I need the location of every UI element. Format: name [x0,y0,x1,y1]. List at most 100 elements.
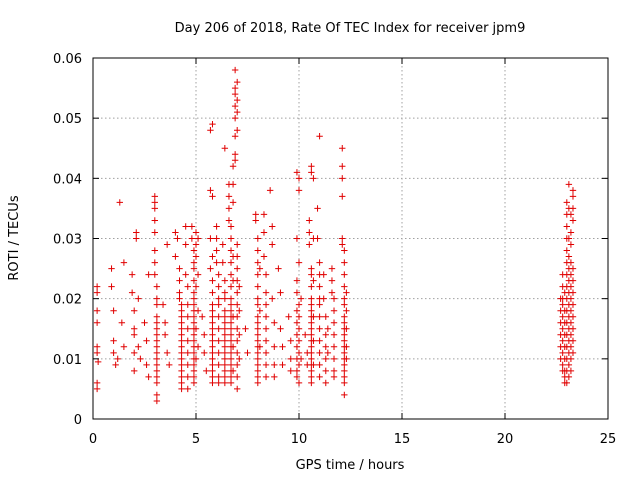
data-point [221,373,229,381]
data-point [176,277,183,284]
data-point [293,235,301,242]
data-point [209,349,216,357]
data-point [254,235,261,242]
data-point [209,277,216,284]
data-point [184,361,191,369]
data-point [227,235,235,242]
data-point [234,127,241,134]
data-point [341,295,348,302]
data-point [135,295,142,302]
data-point [194,271,202,278]
data-point [227,271,235,278]
data-point [221,319,229,326]
data-point [221,145,229,152]
data-point [182,223,189,230]
data-point [209,343,216,350]
data-point [341,379,348,387]
data-point [569,277,577,284]
data-point [320,295,327,302]
data-point [563,247,570,254]
data-point [178,361,185,369]
data-point [221,361,229,369]
data-point [314,235,321,242]
data-point [254,325,261,332]
data-point [209,325,216,332]
data-point [567,331,575,338]
data-point [316,313,323,320]
data-point [190,331,198,338]
data-point [215,349,222,357]
data-points [93,66,577,405]
data-point [215,379,222,387]
data-point [190,301,198,308]
x-tick-label: 20 [497,432,514,447]
data-point [569,217,577,224]
data-point [93,379,101,387]
data-point [93,385,101,393]
data-point [213,259,220,266]
data-point [565,361,573,369]
data-point [221,343,229,350]
data-point [316,259,323,266]
data-point [341,301,348,308]
data-point [297,295,305,302]
data-point [120,343,128,350]
data-point [234,373,241,381]
data-point [322,331,329,338]
data-point [330,343,338,350]
data-point [308,343,315,350]
data-point [231,114,239,122]
data-point [108,265,115,272]
data-point [262,301,270,308]
data-point [234,289,241,296]
data-point [269,295,276,302]
data-point [178,343,185,350]
data-point [256,343,264,350]
data-point [207,127,214,134]
data-point [190,319,198,326]
data-point [145,271,152,278]
data-point [234,108,241,116]
data-point [178,325,185,332]
data-point [260,253,268,260]
data-point [234,277,241,284]
data-point [569,337,577,344]
data-point [310,313,317,320]
data-point [151,271,158,278]
data-point [178,337,185,344]
data-point [194,343,202,350]
data-point [339,163,346,170]
data-point [128,271,136,278]
x-tick-label: 25 [600,432,617,447]
data-point [178,313,185,320]
data-point [133,235,140,242]
data-point [207,265,214,272]
data-point [271,361,278,369]
data-point [322,313,329,320]
data-point [227,247,235,254]
data-point [225,205,233,212]
data-point [295,337,303,344]
data-point [271,373,278,381]
data-point [163,349,171,357]
data-point [269,241,276,248]
data-point [297,355,305,363]
data-point [153,337,161,344]
data-point [242,325,249,332]
data-point [341,247,348,254]
data-point [567,241,575,248]
data-point [209,193,216,200]
data-point [322,379,329,387]
data-point [221,307,229,314]
data-point [306,217,313,224]
data-point [341,367,348,375]
x-axis-label: GPS time / hours [296,458,405,473]
data-point [190,373,198,381]
data-point [567,367,575,375]
data-point [207,235,214,242]
data-point [203,367,210,375]
data-point [192,325,200,332]
data-point [330,307,338,314]
data-point [161,319,169,326]
grid-lines [93,58,608,419]
